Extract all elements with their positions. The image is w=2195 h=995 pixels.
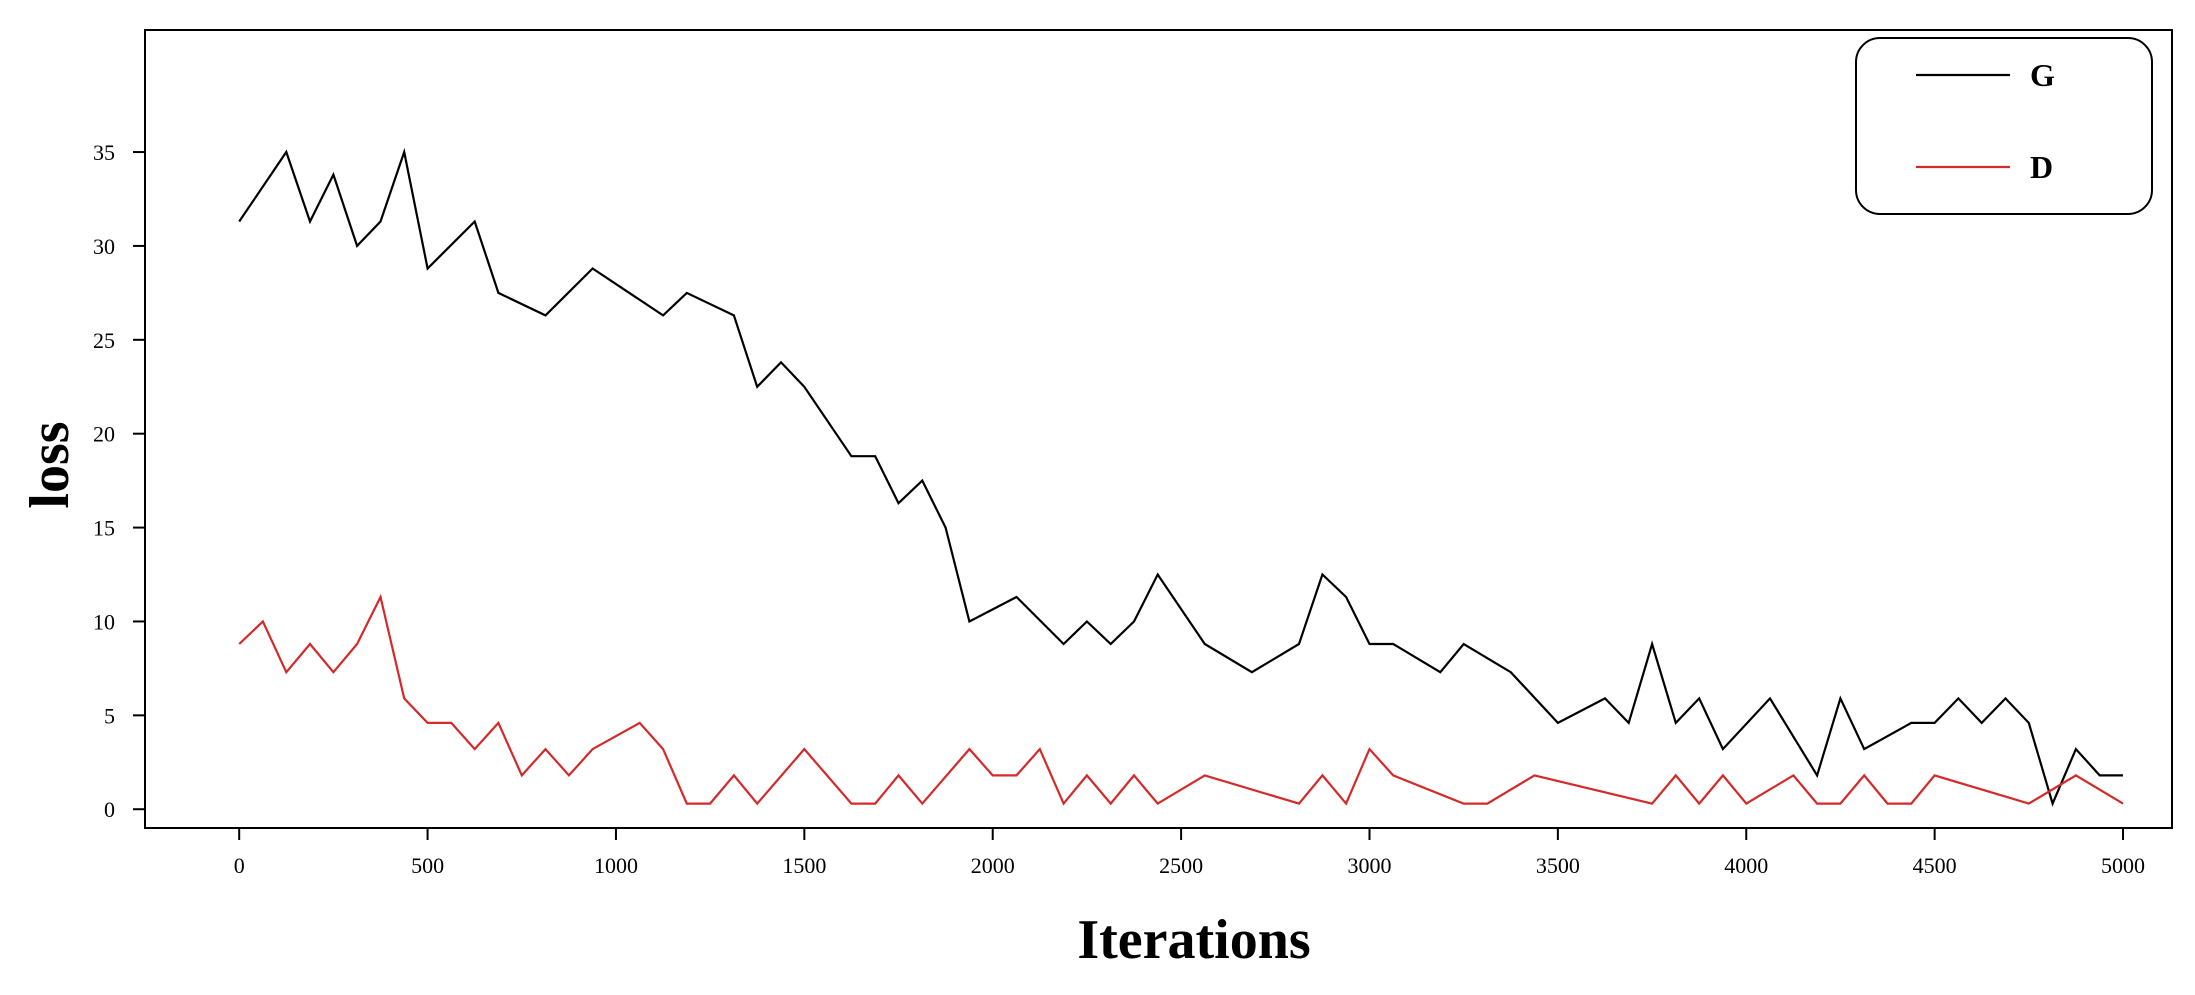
x-tick-label: 3500 xyxy=(1536,853,1580,878)
y-tick-label: 10 xyxy=(93,609,115,634)
y-tick-label: 25 xyxy=(93,328,115,353)
legend-box xyxy=(1855,37,2153,215)
legend-label-g: G xyxy=(2030,57,2055,93)
plot-frame xyxy=(144,29,2173,829)
legend: GD xyxy=(1855,37,2153,215)
x-tick-label: 2000 xyxy=(971,853,1015,878)
x-tick-label: 1000 xyxy=(594,853,638,878)
x-tick-label: 1500 xyxy=(782,853,826,878)
x-tick-label: 4000 xyxy=(1724,853,1768,878)
x-axis-title: Iterations xyxy=(1077,909,1310,971)
x-tick-label: 0 xyxy=(234,853,245,878)
series-line-d xyxy=(238,593,2124,806)
y-tick-label: 0 xyxy=(104,797,115,822)
y-tick-label: 15 xyxy=(93,516,115,541)
y-tick-label: 5 xyxy=(104,703,115,728)
axes-layer: 0 500 1000 1500 2000 2500 3000 3500 4000 4500 5000… xyxy=(93,29,2173,878)
series-layer xyxy=(238,147,2124,807)
x-tick-label: 4500 xyxy=(1913,853,1957,878)
y-tick-label: 30 xyxy=(93,234,115,259)
y-tick-label: 35 xyxy=(93,140,115,165)
x-tick-label: 500 xyxy=(411,853,444,878)
x-tick-label: 5000 xyxy=(2101,853,2145,878)
series-line-g xyxy=(238,147,2123,807)
y-tick-label: 20 xyxy=(93,422,115,447)
x-tick-label: 2500 xyxy=(1159,853,1203,878)
y-axis-title: loss xyxy=(19,421,81,508)
x-tick-label: 3000 xyxy=(1347,853,1391,878)
legend-label-d: D xyxy=(2030,149,2053,185)
